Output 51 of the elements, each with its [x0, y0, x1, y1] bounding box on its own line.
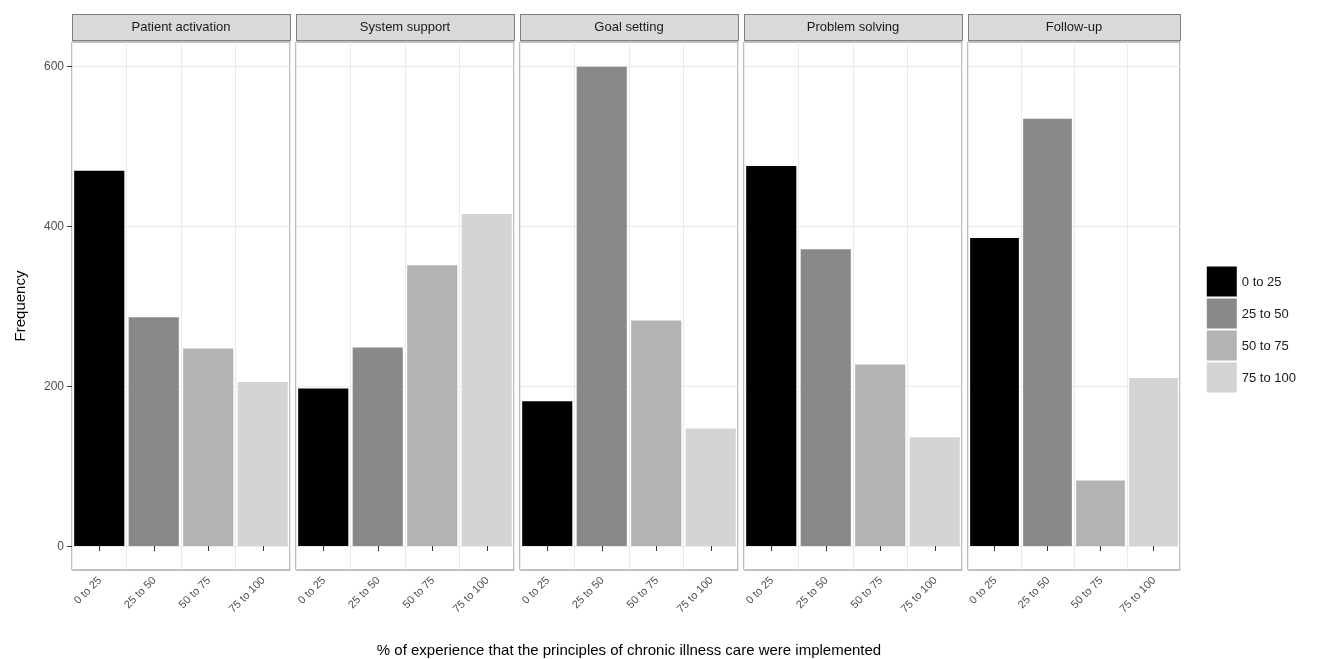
x-tick-label: 25 to 50 — [121, 573, 158, 611]
chart-title: Follow-up — [1045, 19, 1103, 34]
x-tick-label: 75 to 100 — [450, 573, 491, 615]
x-tick-label: 50 to 75 — [175, 573, 213, 611]
x-tick-label: 75 to 100 — [898, 573, 939, 615]
x-tick-label: 25 to 50 — [569, 573, 606, 611]
chart-title: Goal setting — [594, 19, 664, 34]
y-axis-title: Frequency — [11, 270, 28, 342]
chart-title: Patient activation — [131, 19, 231, 34]
chart-title: System support — [359, 19, 451, 34]
bar — [407, 265, 458, 546]
bar — [237, 382, 288, 546]
legend-label: 75 to 100 — [1241, 370, 1296, 385]
bar — [298, 388, 349, 546]
bar — [855, 364, 906, 546]
bar — [352, 347, 403, 546]
bar — [522, 401, 573, 546]
x-tick-label: 0 to 25 — [966, 573, 999, 606]
x-tick-label: 0 to 25 — [295, 573, 328, 606]
x-tick-label: 0 to 25 — [743, 573, 776, 606]
chart-title: Problem solving — [806, 19, 900, 34]
y-tick-label: 0 — [57, 539, 65, 553]
x-tick-label: 75 to 100 — [674, 573, 715, 615]
bar — [746, 166, 797, 546]
bar — [909, 437, 960, 546]
x-tick-label: 75 to 100 — [226, 573, 267, 615]
bar — [576, 66, 627, 546]
x-tick-label: 25 to 50 — [1015, 573, 1052, 611]
bar — [183, 348, 234, 546]
x-tick-label: 0 to 25 — [519, 573, 552, 606]
bar — [74, 170, 125, 546]
bar — [128, 317, 179, 546]
legend-label: 50 to 75 — [1241, 338, 1289, 353]
x-axis-title: % of experience that the principles of chronic illness care were implemented — [376, 641, 882, 658]
x-tick-label: 25 to 50 — [793, 573, 830, 611]
bar — [631, 320, 682, 546]
x-tick-label: 0 to 25 — [71, 573, 104, 606]
y-tick-label: 200 — [43, 379, 65, 393]
y-tick-label: 600 — [43, 59, 65, 73]
y-tick-label: 400 — [43, 219, 65, 233]
bar — [685, 428, 736, 546]
x-tick-label: 75 to 100 — [1116, 573, 1158, 615]
x-tick-label: 50 to 75 — [399, 573, 437, 611]
x-tick-label: 50 to 75 — [847, 573, 885, 611]
x-tick-label: 25 to 50 — [345, 573, 382, 611]
x-tick-label: 50 to 75 — [623, 573, 661, 611]
bar — [461, 214, 512, 546]
bar — [800, 249, 851, 546]
legend-label: 25 to 50 — [1241, 306, 1289, 321]
legend-label: 0 to 25 — [1241, 274, 1282, 289]
x-tick-label: 50 to 75 — [1068, 573, 1105, 611]
